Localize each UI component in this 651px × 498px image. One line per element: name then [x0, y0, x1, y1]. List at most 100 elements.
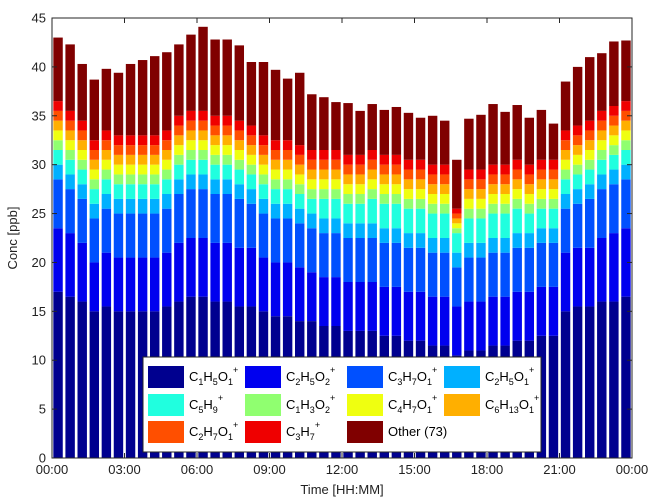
bar-segment — [585, 169, 595, 185]
bar-segment — [536, 242, 547, 287]
bar-segment — [77, 184, 87, 199]
bar-segment — [89, 159, 100, 170]
bar-segment — [331, 198, 341, 219]
bar-segment — [440, 213, 450, 238]
bar-segment — [572, 164, 583, 175]
bar-segment — [597, 174, 607, 190]
y-tick-label: 25 — [32, 206, 46, 221]
bar-segment — [452, 228, 462, 234]
bar-segment — [174, 242, 184, 302]
x-tick-label: 00:00 — [36, 462, 69, 477]
bar-segment — [125, 145, 136, 155]
legend-swatch — [148, 394, 184, 416]
bar-segment — [621, 164, 631, 180]
bar-segment — [150, 184, 160, 199]
bar-segment — [307, 169, 317, 180]
bar-segment — [585, 247, 595, 307]
bar-segment — [609, 135, 619, 146]
bar-segment — [125, 213, 136, 258]
bar-segment — [101, 194, 112, 209]
bar-segment — [319, 218, 329, 234]
bar-segment — [186, 130, 196, 141]
bar-segment — [379, 174, 390, 185]
bar-segment — [65, 296, 75, 458]
bar-segment — [464, 118, 474, 170]
bar-segment — [222, 125, 232, 136]
bar-segment — [572, 125, 583, 136]
bar-segment — [125, 135, 136, 146]
legend-label: C3​H7​O1​+ — [388, 365, 437, 387]
bar-segment — [246, 203, 257, 248]
bar-segment — [476, 218, 486, 243]
bar-segment — [186, 110, 196, 121]
bar-segment — [222, 115, 232, 126]
bar-segment — [464, 218, 474, 243]
bar-segment — [307, 150, 317, 160]
bar-segment — [464, 257, 474, 302]
bar-segment — [222, 145, 232, 155]
bar-segment — [343, 238, 353, 282]
bar-segment — [403, 159, 414, 170]
bar-segment — [331, 218, 341, 234]
bar-segment — [609, 106, 619, 116]
bar-segment — [331, 169, 341, 180]
bar-segment — [355, 110, 365, 155]
legend-label: C1​H5​O1​+ — [189, 365, 238, 387]
legend-swatch — [444, 366, 480, 388]
bar-segment — [137, 145, 148, 155]
bar-segment — [210, 179, 220, 194]
bar-segment — [609, 184, 619, 234]
bar-segment — [524, 194, 535, 204]
y-tick-label: 35 — [32, 108, 46, 123]
bar-segment — [210, 125, 220, 136]
bar-segment — [621, 296, 631, 458]
bar-segment — [282, 150, 293, 160]
bar-segment — [512, 233, 522, 248]
bar-segment — [488, 184, 498, 194]
bar-segment — [476, 189, 486, 199]
bar-segment — [609, 233, 619, 302]
bar-segment — [391, 203, 402, 229]
legend-label: C2​H5​O1​+ — [485, 365, 534, 387]
bar-segment — [621, 101, 631, 111]
bar-segment — [222, 164, 232, 180]
bar-segment — [150, 213, 160, 258]
bar-segment — [488, 194, 498, 204]
bar-segment — [258, 213, 269, 258]
bar-segment — [319, 159, 329, 170]
bar-segment — [415, 208, 426, 234]
bar-segment — [452, 306, 462, 356]
bar-segment — [234, 169, 245, 185]
bar-segment — [440, 296, 450, 346]
bar-segment — [307, 213, 317, 229]
bar-segment — [572, 203, 583, 248]
bar-segment — [53, 37, 63, 102]
bar-segment — [282, 179, 293, 190]
bar-segment — [77, 198, 87, 243]
bar-segment — [282, 218, 293, 263]
bar-segment — [597, 238, 607, 302]
bar-segment — [222, 242, 232, 302]
bar-segment — [524, 117, 535, 165]
bar-segment — [548, 123, 559, 160]
bar-segment — [331, 150, 341, 160]
bar-segment — [560, 169, 571, 180]
bar-segment — [572, 66, 583, 126]
bar-segment — [367, 169, 377, 180]
bar-segment — [452, 223, 462, 229]
bar-segment — [65, 120, 75, 131]
bar-segment — [391, 154, 402, 165]
bar-segment — [53, 140, 63, 150]
bar-segment — [548, 228, 559, 243]
bar-segment — [295, 145, 305, 155]
x-axis-label: Time [HH:MM] — [300, 482, 383, 497]
bar-segment — [560, 140, 571, 150]
bar-segment — [319, 233, 329, 278]
legend-label: C3​H7​+ — [286, 420, 320, 442]
bar-segment — [609, 145, 619, 155]
bar-segment — [198, 159, 208, 175]
bar-segment — [597, 301, 607, 458]
bar-segment — [488, 203, 498, 214]
bar-segment — [162, 159, 172, 170]
